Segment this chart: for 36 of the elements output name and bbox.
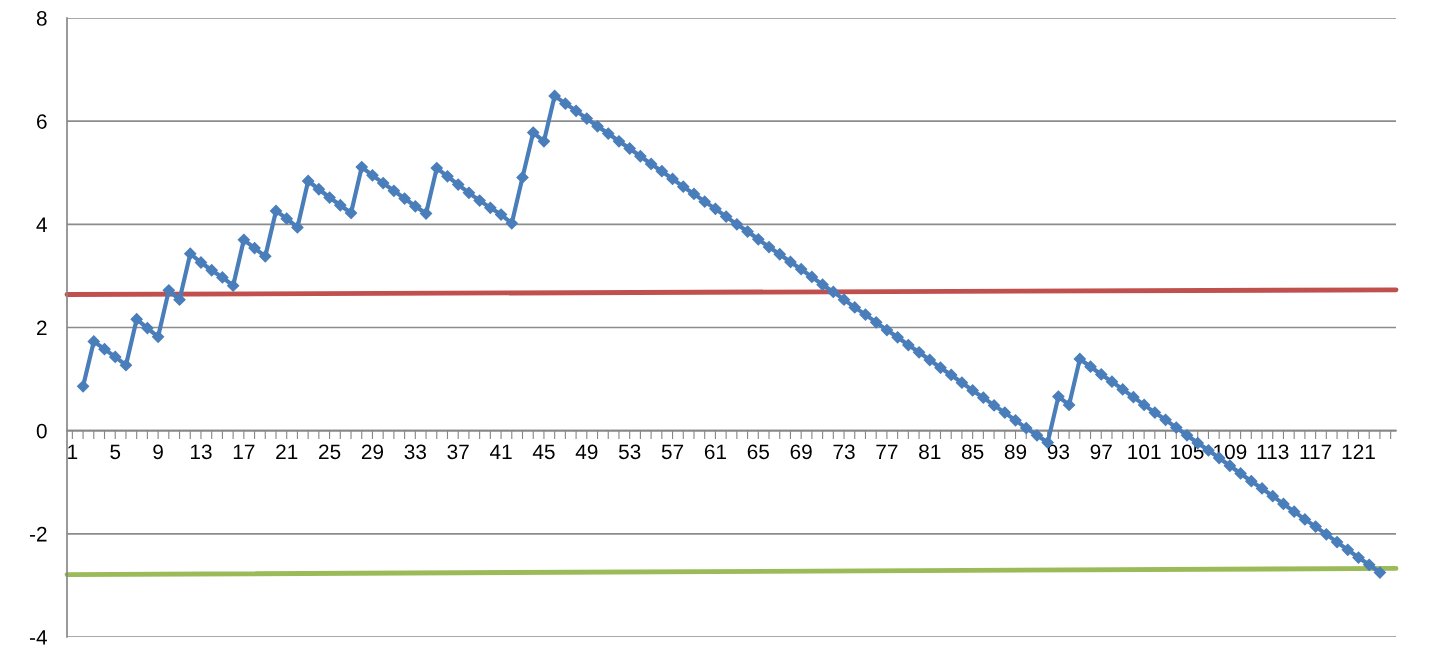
x-tick-label: 61 bbox=[704, 444, 726, 460]
x-tick-label: 69 bbox=[790, 444, 812, 460]
y-tick-label: -4 bbox=[29, 630, 47, 645]
x-tick-label: 1 bbox=[68, 444, 78, 459]
x-tick-label: 41 bbox=[489, 444, 512, 459]
x-tick-label: 29 bbox=[361, 444, 384, 460]
x-tick-label: 97 bbox=[1090, 444, 1112, 460]
x-tick-label: 73 bbox=[833, 444, 855, 460]
y-tick-label: 4 bbox=[36, 217, 47, 232]
y-tick-label: 6 bbox=[37, 114, 47, 129]
x-tick-label: 37 bbox=[447, 444, 469, 460]
x-tick-label: 49 bbox=[575, 444, 598, 460]
x-tick-label: 5 bbox=[110, 444, 121, 460]
y-tick-label: -2 bbox=[29, 526, 47, 542]
x-tick-label: 33 bbox=[404, 444, 426, 460]
x-tick-label: 89 bbox=[1004, 444, 1027, 460]
x-tick-label: 53 bbox=[618, 444, 641, 460]
x-tick-label: 17 bbox=[233, 444, 255, 459]
x-tick-label: 13 bbox=[190, 444, 212, 460]
x-tick-label: 57 bbox=[661, 444, 684, 460]
x-tick-label: 85 bbox=[961, 444, 984, 460]
x-tick-label: 93 bbox=[1047, 444, 1070, 460]
x-tick-label: 121 bbox=[1342, 444, 1375, 459]
x-tick-label: 21 bbox=[276, 444, 298, 459]
x-tick-label: 65 bbox=[747, 444, 770, 460]
x-tick-label: 77 bbox=[876, 444, 898, 459]
x-tick-label: 81 bbox=[919, 444, 941, 460]
y-tick-label: 0 bbox=[36, 423, 47, 439]
y-tick-label: 2 bbox=[37, 320, 47, 336]
x-tick-label: 25 bbox=[319, 444, 341, 460]
x-tick-label: 45 bbox=[532, 444, 555, 460]
x-tick-label: 101 bbox=[1128, 444, 1161, 460]
x-tick-label: 117 bbox=[1300, 444, 1332, 459]
x-tick-label: 9 bbox=[153, 444, 163, 460]
y-tick-label: 8 bbox=[36, 11, 47, 26]
x-tick-label: 113 bbox=[1257, 444, 1289, 460]
